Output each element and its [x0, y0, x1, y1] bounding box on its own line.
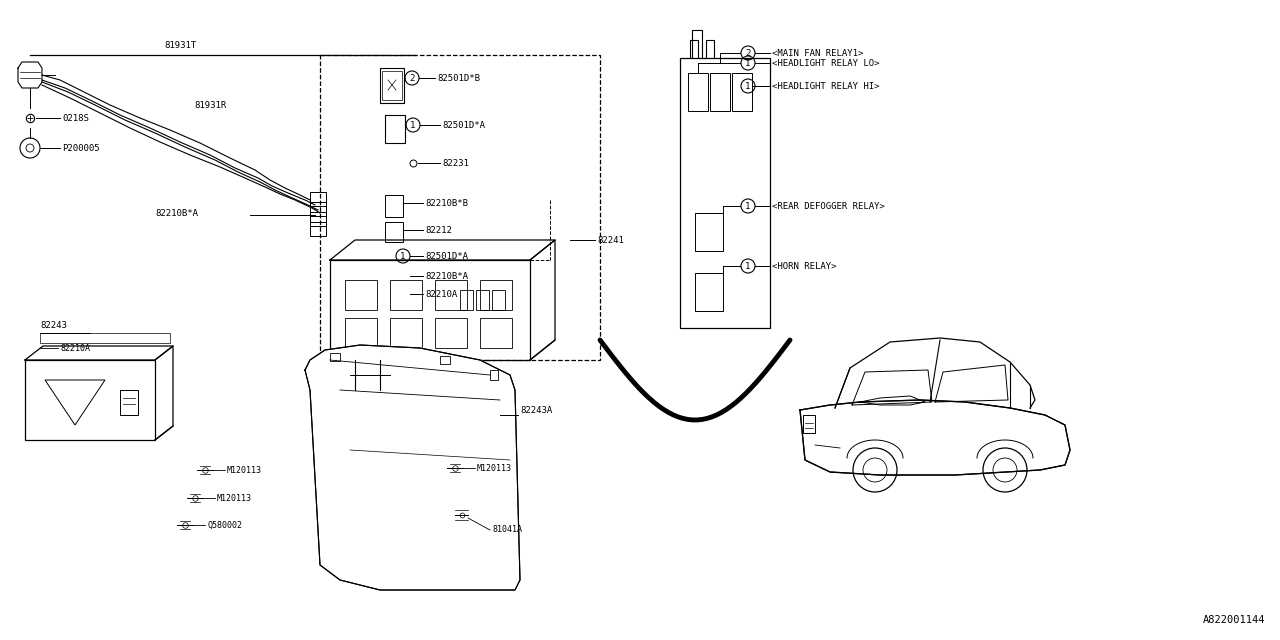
- Bar: [346, 280, 378, 310]
- Bar: [689, 73, 708, 111]
- Bar: [310, 222, 326, 236]
- Text: <HORN RELAY>: <HORN RELAY>: [772, 262, 837, 271]
- Bar: [390, 318, 422, 348]
- Text: P200005: P200005: [61, 143, 100, 152]
- Bar: [385, 222, 403, 242]
- Text: A822001144: A822001144: [1202, 615, 1265, 625]
- Bar: [380, 68, 404, 103]
- Text: 82210A: 82210A: [425, 289, 457, 298]
- Text: 82210B*B: 82210B*B: [425, 198, 468, 207]
- Polygon shape: [800, 400, 1070, 475]
- Text: 1: 1: [745, 58, 750, 67]
- Bar: [803, 415, 815, 433]
- Bar: [385, 195, 403, 217]
- Text: <REAR DEFOGGER RELAY>: <REAR DEFOGGER RELAY>: [772, 202, 884, 211]
- Text: 1: 1: [745, 262, 750, 271]
- Bar: [435, 318, 467, 348]
- Bar: [26, 360, 155, 440]
- Text: 81041A: 81041A: [492, 525, 522, 534]
- Text: 82210A: 82210A: [60, 344, 90, 353]
- Text: 1: 1: [411, 120, 416, 129]
- Text: M120113: M120113: [218, 493, 252, 502]
- Bar: [490, 370, 498, 380]
- Bar: [330, 260, 530, 360]
- Text: Q580002: Q580002: [207, 520, 242, 529]
- Bar: [480, 280, 512, 310]
- Polygon shape: [305, 345, 520, 590]
- Bar: [732, 73, 753, 111]
- Text: M120113: M120113: [477, 463, 512, 472]
- Text: 82501D*B: 82501D*B: [436, 74, 480, 83]
- Text: 82243: 82243: [40, 321, 67, 330]
- Text: 81931R: 81931R: [193, 100, 227, 109]
- Bar: [310, 212, 326, 226]
- Bar: [40, 333, 170, 343]
- Text: 82210B*A: 82210B*A: [155, 209, 198, 218]
- Bar: [460, 290, 474, 310]
- Text: 82231: 82231: [442, 159, 468, 168]
- Text: 1: 1: [401, 252, 406, 260]
- Bar: [695, 213, 723, 251]
- Bar: [440, 356, 451, 364]
- Text: 2: 2: [410, 74, 415, 83]
- Bar: [330, 353, 340, 361]
- Bar: [385, 115, 404, 143]
- Text: 82243A: 82243A: [520, 406, 552, 415]
- Text: <HEADLIGHT RELAY HI>: <HEADLIGHT RELAY HI>: [772, 81, 879, 90]
- Bar: [476, 290, 489, 310]
- Text: 82212: 82212: [425, 225, 452, 234]
- Bar: [492, 290, 506, 310]
- Bar: [480, 318, 512, 348]
- Text: 82501D*A: 82501D*A: [442, 120, 485, 129]
- Text: 1: 1: [745, 202, 750, 211]
- Bar: [695, 273, 723, 311]
- Text: 82210B*A: 82210B*A: [425, 271, 468, 280]
- Text: M120113: M120113: [227, 465, 262, 474]
- Bar: [310, 202, 326, 216]
- Text: 2: 2: [745, 49, 750, 58]
- Bar: [120, 390, 138, 415]
- Bar: [680, 58, 771, 328]
- Text: <MAIN FAN RELAY1>: <MAIN FAN RELAY1>: [772, 49, 864, 58]
- Text: 0218S: 0218S: [61, 113, 88, 122]
- Text: 1: 1: [745, 81, 750, 90]
- Bar: [390, 280, 422, 310]
- Bar: [435, 280, 467, 310]
- Bar: [346, 318, 378, 348]
- Text: <HEADLIGHT RELAY LO>: <HEADLIGHT RELAY LO>: [772, 58, 879, 67]
- Bar: [320, 55, 600, 360]
- Text: 82501D*A: 82501D*A: [425, 252, 468, 260]
- Bar: [710, 73, 730, 111]
- Text: 81931T: 81931T: [164, 41, 196, 50]
- Text: 82241: 82241: [596, 236, 623, 244]
- Bar: [310, 192, 326, 206]
